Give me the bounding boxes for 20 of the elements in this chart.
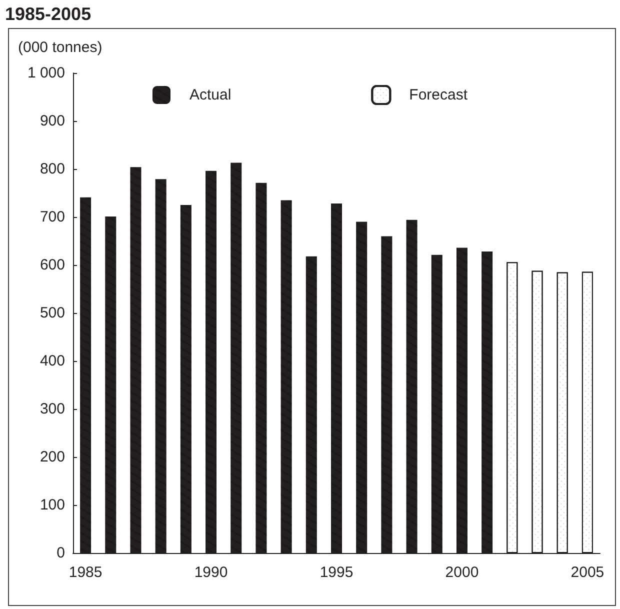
legend-label: Actual [189,86,232,104]
legend-label: Forecast [409,86,468,104]
chart-title: 1985-2005 [5,4,92,24]
y-tick-label: 100 [40,496,65,514]
x-tick-label: 2000 [445,564,479,581]
y-tick-label: 900 [40,112,65,130]
y-tick-label: 300 [40,400,65,418]
y-tick-label: 800 [40,160,65,178]
y-axis-title: (000 tonnes) [18,39,102,56]
y-tick-label: 500 [40,304,65,322]
x-tick-label: 1990 [194,564,228,581]
y-tick-label: 700 [40,208,65,226]
y-tick-label: 1 000 [27,64,65,82]
y-tick-label: 400 [40,352,65,370]
y-tick-label: 600 [40,256,65,274]
x-tick-label: 1985 [68,564,102,581]
y-tick-label: 200 [40,448,65,466]
y-tick-label: 0 [56,544,65,562]
x-tick-label: 1995 [320,564,354,581]
x-tick-label: 2005 [570,564,604,581]
